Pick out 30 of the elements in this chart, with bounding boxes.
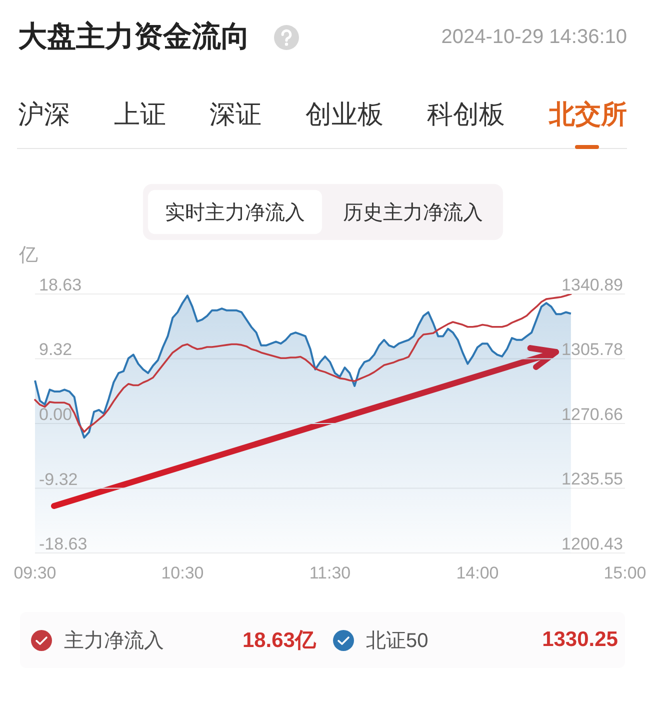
y-tick-label: 0.00 [39, 405, 72, 424]
x-tick-label: 11:30 [309, 564, 351, 582]
text: 上证 [114, 98, 166, 131]
y2-tick-label: 1235.55 [562, 470, 623, 489]
text: 18.63亿 [242, 628, 316, 654]
y-tick-label: -18.63 [39, 534, 88, 554]
text: 创业板 [305, 98, 384, 131]
text: 实时主力净流入 [148, 190, 322, 234]
y-tick-label: 9.32 [39, 340, 72, 360]
y2-tick-label: 1270.66 [562, 405, 623, 424]
y-tick-label: 18.63 [39, 276, 82, 294]
text: 沪深 [18, 98, 70, 131]
legend-label: 主力净流入 [64, 628, 164, 654]
chart-title: 大盘主力资金流向 [18, 20, 250, 55]
y-axis-title: 亿 [19, 244, 38, 268]
x-tick-label: 14:00 [456, 564, 499, 582]
y2-tick-label: 1200.43 [562, 534, 623, 554]
x-tick-label: 15:00 [604, 564, 646, 582]
x-tick-label: 10:30 [161, 564, 204, 582]
text: 深证 [210, 98, 262, 131]
y2-tick-label: 1305.78 [562, 340, 623, 360]
y2-tick-label: 1340.89 [562, 276, 623, 294]
legend-label: 北证50 [366, 628, 428, 654]
text: 科创板 [427, 98, 506, 131]
chart-subtitle: 2024-10-29 14:36:10 [441, 25, 627, 50]
x-tick-label: 09:30 [14, 564, 56, 582]
text: 历史主力净流入 [342, 200, 484, 226]
text: 北交所 [548, 98, 627, 131]
text: 1330.25 [542, 628, 618, 652]
y-tick-label: -9.32 [39, 470, 78, 489]
